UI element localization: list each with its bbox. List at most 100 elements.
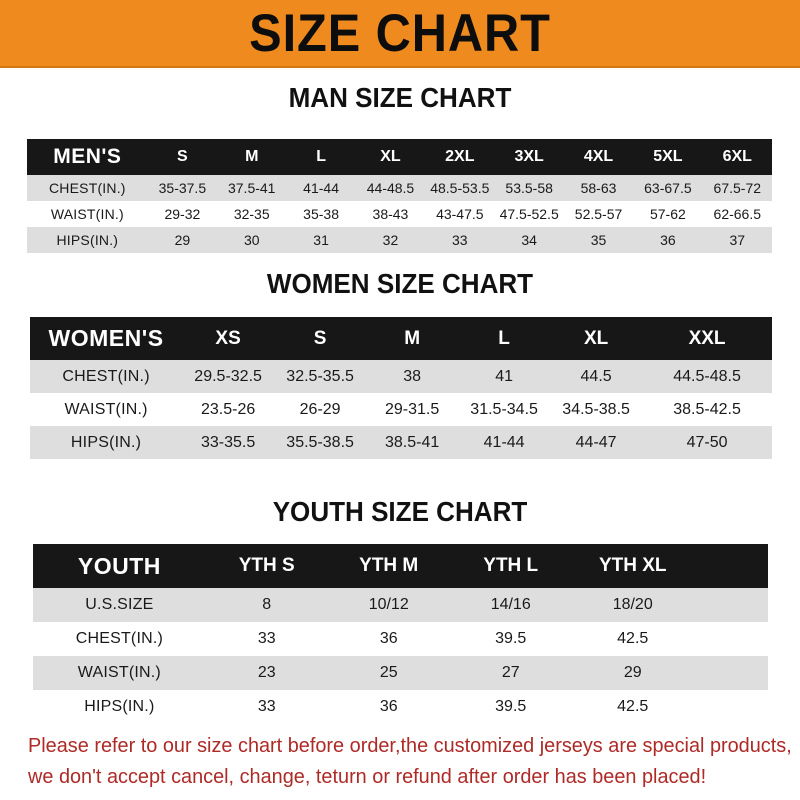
table-cell-spacer	[694, 656, 768, 690]
table-cell-spacer	[694, 622, 768, 656]
table-cell: 44.5-48.5	[673, 367, 741, 385]
row-label: HIPS(IN.)	[84, 698, 155, 715]
women-column-header: XS	[215, 327, 241, 349]
table-cell: 29	[623, 664, 642, 681]
men-column-header: 5XL	[653, 148, 683, 165]
table-cell: 57-62	[649, 206, 686, 222]
youth-table-header-row: YOUTH YTH S YTH M YTH L YTH XL	[33, 544, 768, 588]
table-cell: 38.5-41	[384, 433, 440, 451]
table-cell: 31.5-34.5	[470, 400, 538, 418]
men-section-title: MAN SIZE CHART	[288, 82, 512, 113]
men-column-header: XL	[380, 148, 401, 165]
table-cell: 23.5-26	[200, 400, 256, 418]
women-column-header: M	[404, 327, 421, 349]
women-column-header: XL	[583, 327, 609, 349]
table-cell: 35	[590, 232, 607, 248]
women-column-header: XXL	[688, 327, 726, 349]
table-cell: 18/20	[612, 596, 653, 613]
table-row: HIPS(IN.) 33-35.5 35.5-38.5 38.5-41 41-4…	[30, 426, 772, 459]
table-cell: 36	[660, 232, 676, 248]
table-cell: 25	[379, 664, 398, 681]
men-column-header: M	[245, 148, 259, 165]
table-cell: 35-37.5	[158, 180, 207, 196]
men-brand-label: MEN'S	[53, 145, 122, 168]
women-brand-label: WOMEN'S	[48, 325, 164, 351]
table-cell: 53.5-58	[505, 180, 553, 196]
table-row: CHEST(IN.) 33 36 39.5 42.5	[33, 622, 768, 656]
table-cell: 41	[495, 367, 513, 385]
women-table-header-row: WOMEN'S XS S M L XL XXL	[30, 317, 772, 360]
row-label: CHEST(IN.)	[75, 630, 164, 647]
table-cell: 29-32	[164, 206, 201, 222]
table-cell: 35.5-38.5	[286, 433, 354, 451]
women-size-table-container: WOMEN'S XS S M L XL XXL CHEST(IN.) 29.5-…	[30, 317, 772, 459]
youth-column-header: YTH S	[238, 555, 295, 576]
table-cell: 42.5	[617, 698, 649, 715]
table-cell: 33	[257, 630, 276, 647]
men-column-header: 6XL	[722, 148, 752, 165]
page-title: SIZE CHART	[249, 3, 551, 63]
table-row: WAIST(IN.) 23 25 27 29	[33, 656, 768, 690]
table-cell: 37.5-41	[227, 180, 276, 196]
youth-header-spacer	[694, 544, 768, 588]
table-cell: 34	[521, 232, 537, 248]
youth-column-header: YTH XL	[598, 555, 667, 576]
row-label: CHEST(IN.)	[62, 367, 150, 385]
row-label: U.S.SIZE	[85, 596, 154, 613]
youth-size-table: YOUTH YTH S YTH M YTH L YTH XL U.S.SIZE …	[33, 544, 768, 724]
table-cell: 27	[501, 664, 520, 681]
table-cell: 63-67.5	[644, 180, 692, 196]
youth-column-header: YTH M	[359, 555, 419, 576]
table-cell: 67.5-72	[713, 180, 762, 196]
youth-column-header: YTH L	[483, 555, 539, 576]
table-cell: 44-48.5	[366, 180, 415, 196]
row-label: HIPS(IN.)	[70, 433, 142, 451]
table-cell: 30	[243, 232, 260, 248]
row-label: WAIST(IN.)	[77, 664, 161, 681]
row-label: WAIST(IN.)	[50, 206, 124, 222]
table-cell: 58-63	[580, 180, 617, 196]
women-section-title: WOMEN SIZE CHART	[266, 268, 534, 299]
men-size-table: MEN'S S M L XL 2XL 3XL 4XL 5XL 6XL CHEST…	[27, 139, 772, 253]
table-cell: 44-47	[575, 433, 617, 451]
table-row: WAIST(IN.) 29-32 32-35 35-38 38-43 43-47…	[27, 201, 772, 227]
women-column-header: L	[498, 327, 510, 349]
table-cell: 33-35.5	[200, 433, 256, 451]
table-cell: 8	[262, 596, 272, 613]
men-column-header: 4XL	[583, 148, 614, 165]
table-cell: 32.5-35.5	[286, 367, 354, 385]
table-row: WAIST(IN.) 23.5-26 26-29 29-31.5 31.5-34…	[30, 393, 772, 426]
table-cell: 29	[174, 232, 191, 248]
table-cell: 62-66.5	[713, 206, 762, 222]
table-cell: 47.5-52.5	[499, 206, 559, 222]
table-row: HIPS(IN.) 29 30 31 32 33 34 35 36 37	[27, 227, 772, 253]
table-cell: 29.5-32.5	[194, 367, 262, 385]
table-cell: 52.5-57	[574, 206, 623, 222]
order-policy-note-line-1: Please refer to our size chart before or…	[28, 734, 792, 757]
youth-size-table-container: YOUTH YTH S YTH M YTH L YTH XL U.S.SIZE …	[33, 544, 768, 724]
table-cell: 35-38	[303, 206, 339, 222]
table-row: HIPS(IN.) 33 36 39.5 42.5	[33, 690, 768, 724]
table-cell: 38-43	[372, 206, 409, 222]
table-row: U.S.SIZE 8 10/12 14/16 18/20	[33, 588, 768, 622]
table-cell: 38.5-42.5	[673, 400, 741, 418]
table-cell: 32-35	[233, 206, 270, 222]
youth-brand-label: YOUTH	[77, 552, 161, 579]
men-column-header: 3XL	[514, 148, 544, 165]
table-cell: 31	[313, 232, 329, 248]
table-cell: 48.5-53.5	[430, 180, 490, 196]
women-size-table: WOMEN'S XS S M L XL XXL CHEST(IN.) 29.5-…	[30, 317, 772, 459]
men-table-header-row: MEN'S S M L XL 2XL 3XL 4XL 5XL 6XL	[27, 139, 772, 175]
table-cell: 32	[382, 232, 399, 248]
table-cell: 23	[257, 664, 276, 681]
order-policy-note-line-2: we don't accept cancel, change, teturn o…	[28, 765, 707, 788]
order-policy-note: Please refer to our size chart before or…	[28, 730, 792, 792]
table-cell: 37	[729, 232, 746, 248]
table-cell: 39.5	[495, 630, 527, 647]
table-cell-spacer	[694, 690, 768, 724]
table-cell: 39.5	[495, 698, 527, 715]
table-cell: 36	[379, 630, 398, 647]
table-cell: 36	[379, 698, 398, 715]
table-cell-spacer	[694, 588, 768, 622]
table-cell: 44.5	[580, 367, 612, 385]
